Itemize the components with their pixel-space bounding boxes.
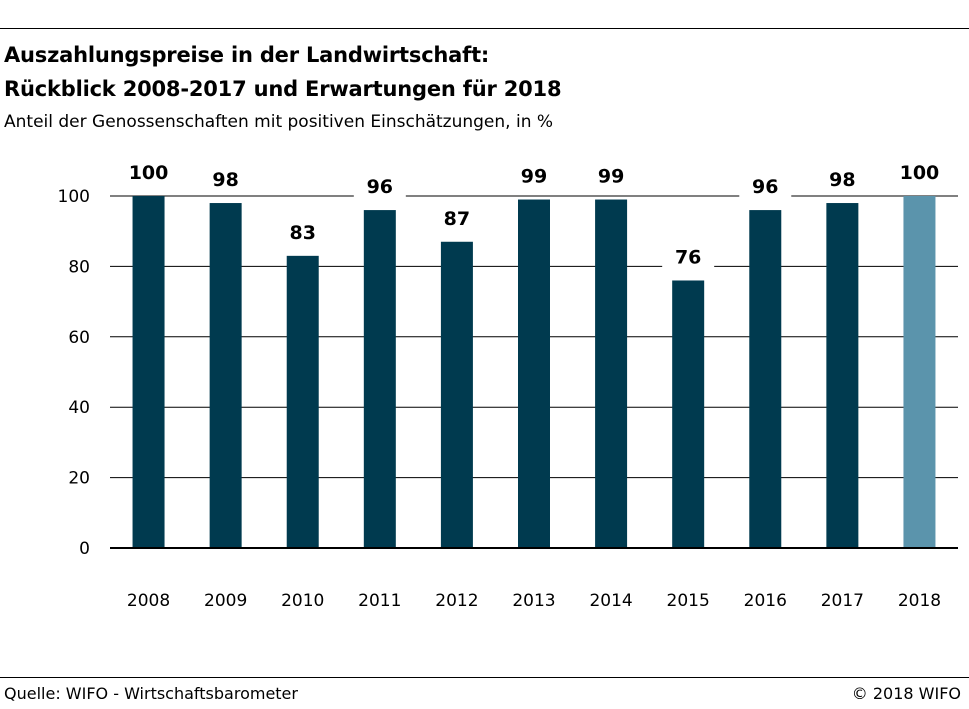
x-tick-label-2016: 2016 xyxy=(744,591,787,611)
bar-2014 xyxy=(595,199,628,548)
bars xyxy=(132,196,936,549)
bar-2010 xyxy=(286,255,319,548)
y-tick-label-40: 40 xyxy=(68,398,90,418)
data-labels: 100 98 83 96 87 99 99 76 96 98 100 xyxy=(122,160,946,271)
data-label-2010: 83 xyxy=(290,222,316,244)
y-axis-tick-labels: 0 20 40 60 80 100 xyxy=(58,187,90,559)
data-label-2014: 99 xyxy=(598,166,624,188)
bar-2012 xyxy=(440,241,473,548)
x-tick-label-2015: 2015 xyxy=(667,591,710,611)
data-label-bg-2017 xyxy=(816,167,869,194)
bar-2008 xyxy=(132,196,165,548)
x-tick-label-2018: 2018 xyxy=(898,591,941,611)
data-label-bg-2016 xyxy=(739,174,792,201)
chart-title: Auszahlungspreise in der Landwirtschaft:… xyxy=(4,43,562,101)
x-tick-label-2017: 2017 xyxy=(821,591,864,611)
data-label-2012: 87 xyxy=(444,208,470,230)
bar-2015 xyxy=(672,280,705,548)
x-tick-label-2013: 2013 xyxy=(512,591,555,611)
bar-2016 xyxy=(749,210,782,548)
top-rule xyxy=(0,28,969,29)
y-tick-label-20: 20 xyxy=(68,469,90,489)
x-tick-label-2009: 2009 xyxy=(204,591,247,611)
data-label-2015: 76 xyxy=(675,246,701,268)
data-label-bg-2010 xyxy=(276,219,329,246)
bar-2018 xyxy=(903,196,936,548)
chart-subtitle: Anteil der Genossenschaften mit positive… xyxy=(4,112,554,132)
data-label-bg-2013 xyxy=(508,163,560,190)
data-label-2009: 98 xyxy=(212,169,238,191)
y-tick-label-80: 80 xyxy=(68,257,90,277)
data-label-bg-2015 xyxy=(662,244,715,271)
copyright-note: © 2018 WIFO xyxy=(851,684,961,703)
source-note: Quelle: WIFO - Wirtschaftsbarometer xyxy=(4,684,298,703)
y-tick-label-0: 0 xyxy=(79,539,90,559)
x-tick-label-2014: 2014 xyxy=(589,591,632,611)
data-label-2017: 98 xyxy=(829,169,855,191)
x-tick-label-2011: 2011 xyxy=(358,591,401,611)
y-tick-label-100: 100 xyxy=(58,187,90,207)
bottom-rule xyxy=(0,677,969,678)
x-tick-label-2008: 2008 xyxy=(127,591,170,611)
data-label-bg-2014 xyxy=(585,163,638,190)
data-label-2016: 96 xyxy=(752,176,778,198)
y-tick-label-60: 60 xyxy=(68,328,90,348)
data-label-bg-2008 xyxy=(122,160,175,186)
data-label-bg-2018 xyxy=(893,160,946,186)
x-tick-label-2010: 2010 xyxy=(281,591,324,611)
data-label-2008: 100 xyxy=(129,162,169,184)
bar-2011 xyxy=(363,210,396,548)
data-label-bg-2011 xyxy=(353,174,406,201)
bar-2017 xyxy=(826,203,859,549)
x-axis-tick-labels: 2008 2009 2010 2011 2012 2013 2014 2015 2016 2017… xyxy=(127,591,941,611)
x-tick-label-2012: 2012 xyxy=(435,591,478,611)
data-label-2011: 96 xyxy=(367,176,393,198)
data-label-2013: 99 xyxy=(521,166,547,188)
data-label-bg-2012 xyxy=(430,205,483,232)
bar-2013 xyxy=(518,199,550,548)
data-label-bg-2009 xyxy=(199,167,252,194)
data-label-2018: 100 xyxy=(900,162,940,184)
bar-2009 xyxy=(209,203,242,549)
